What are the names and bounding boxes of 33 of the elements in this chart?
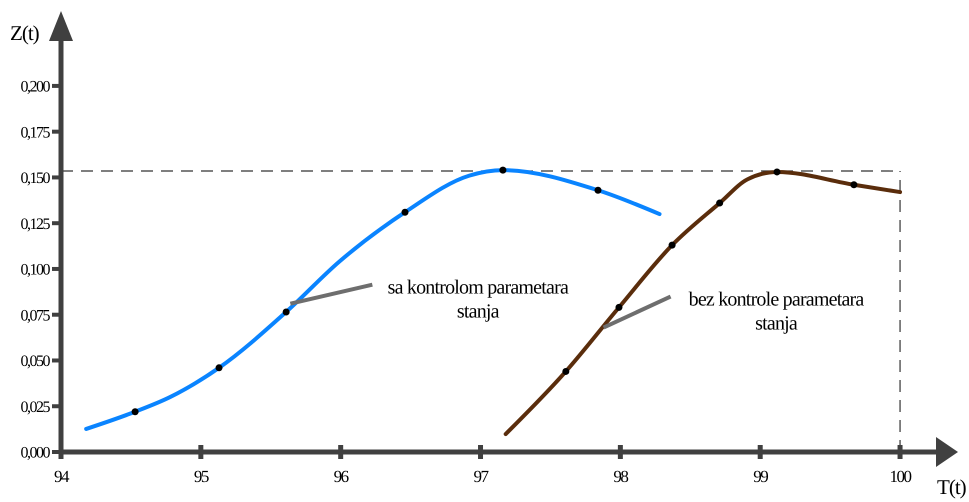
annotation: bez kontrole parametara stanja: [688, 288, 864, 335]
point: [850, 181, 858, 188]
point: [499, 166, 506, 174]
x-tick-label: 94: [54, 467, 70, 486]
point: [282, 308, 290, 316]
x-tick-label: 95: [194, 467, 209, 486]
y-tick-label: 0,175: [20, 124, 50, 142]
y-tick-label: 0,025: [20, 398, 50, 416]
point: [402, 208, 409, 216]
y-tick-label: 0,150: [20, 170, 50, 188]
y-tick-label: 0,200: [20, 78, 50, 96]
point: [594, 186, 602, 194]
x-tick-label: 97: [474, 467, 490, 486]
y-tick-label: 0,100: [20, 262, 50, 279]
annotation: sa kontrolom parametara stanja: [388, 276, 569, 323]
point: [716, 200, 724, 207]
point: [562, 368, 570, 375]
point: [615, 304, 622, 311]
y-axis-title: Z(t): [10, 21, 40, 45]
x-tick-label: 99: [753, 467, 768, 486]
point: [216, 364, 223, 372]
x-tick-label: 100: [890, 467, 912, 486]
y-tick-label: 0,075: [20, 307, 50, 324]
point: [668, 242, 676, 249]
y-tick-label: 0,050: [20, 353, 50, 370]
y-tick-label: 0,000: [20, 444, 50, 462]
x-tick-label: 98: [613, 467, 628, 486]
y-tick-label: 0,125: [20, 216, 50, 233]
point: [132, 408, 139, 416]
line-series: [84, 168, 662, 431]
x-tick-label: 96: [334, 467, 349, 486]
point: [773, 168, 780, 176]
x-axis-title: T(t): [937, 475, 967, 499]
